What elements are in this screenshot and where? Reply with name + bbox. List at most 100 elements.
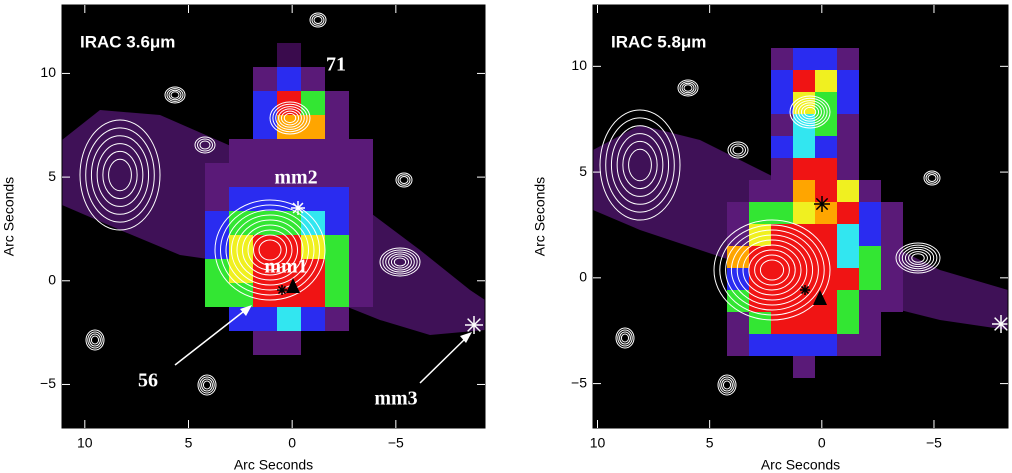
pixel	[229, 163, 253, 187]
plot-frame	[61, 4, 486, 429]
image-area	[62, 5, 485, 428]
pixel	[815, 246, 837, 268]
pixel	[325, 187, 349, 211]
pixel	[749, 246, 771, 268]
x-axis-label: Arc Seconds	[761, 457, 840, 473]
pixel	[815, 136, 837, 158]
contour	[87, 331, 103, 349]
triangle-marker	[286, 278, 300, 293]
annotation: 56	[138, 370, 158, 392]
contour	[168, 89, 182, 101]
contour	[199, 376, 215, 394]
image-area	[593, 5, 1008, 428]
pixel	[815, 158, 837, 180]
pixel	[301, 163, 325, 187]
y-tick-label: 10	[40, 64, 56, 80]
pixel	[881, 290, 903, 312]
pixel	[325, 283, 349, 307]
contour	[197, 138, 213, 152]
triangle-marker	[813, 290, 827, 305]
panel-title: IRAC 5.8μm	[611, 32, 706, 51]
plot-frame	[592, 4, 1009, 429]
contour	[220, 204, 320, 296]
pixel	[205, 211, 229, 235]
contour	[85, 329, 105, 351]
contour	[683, 84, 693, 92]
pixel	[837, 202, 859, 224]
contour	[679, 81, 697, 95]
pixel	[253, 91, 277, 115]
pixel	[253, 187, 277, 211]
contour	[79, 119, 161, 231]
pixel	[815, 202, 837, 224]
pixel	[837, 70, 859, 92]
pixel	[325, 91, 349, 115]
pixel	[205, 163, 229, 187]
contour	[622, 140, 658, 190]
pixel	[859, 334, 881, 356]
panel-title: IRAC 3.6μm	[80, 32, 175, 51]
contour	[258, 239, 282, 261]
pixel	[205, 235, 229, 259]
x-tick-label: 10	[590, 435, 606, 451]
pixel	[277, 307, 301, 331]
star-marker	[994, 317, 1008, 331]
pixel	[771, 312, 793, 334]
contour	[242, 224, 298, 276]
pixel	[253, 67, 277, 91]
contour	[309, 12, 327, 28]
pixel	[859, 180, 881, 202]
contour	[385, 251, 415, 273]
pixel	[277, 43, 301, 67]
pixel	[771, 290, 793, 312]
contour	[236, 219, 304, 281]
contour	[911, 253, 925, 263]
pixel	[793, 70, 815, 92]
pixel	[325, 211, 349, 235]
y-tick-label: 0	[48, 271, 56, 287]
contour	[102, 150, 138, 200]
contour	[620, 333, 630, 343]
contour	[908, 251, 928, 265]
contour	[388, 253, 412, 271]
contour	[730, 234, 814, 306]
pixel	[793, 334, 815, 356]
pixel	[815, 48, 837, 70]
contour	[311, 14, 325, 26]
pixel	[727, 312, 749, 334]
pixel	[727, 268, 749, 290]
x-tick-label: 5	[706, 435, 714, 451]
x-tick-label: 10	[77, 435, 93, 451]
pixel	[277, 331, 301, 355]
contour	[201, 378, 213, 392]
pixel	[229, 139, 253, 163]
contour	[170, 91, 180, 99]
pixel	[771, 136, 793, 158]
y-tick-label: 10	[571, 57, 587, 73]
pixel	[837, 136, 859, 158]
y-tick-label: 0	[579, 269, 587, 285]
pixel	[837, 92, 859, 114]
contour	[713, 219, 831, 321]
pixel	[771, 202, 793, 224]
pixel	[837, 114, 859, 136]
contour	[898, 244, 938, 272]
contour	[390, 255, 410, 269]
pixel	[793, 158, 815, 180]
pixel	[771, 70, 793, 92]
contour	[610, 125, 670, 205]
pixel	[205, 187, 229, 211]
pixel	[771, 180, 793, 202]
pixel	[771, 48, 793, 70]
pixel	[881, 268, 903, 290]
contour	[927, 174, 937, 182]
contour	[90, 135, 150, 215]
pixel	[815, 334, 837, 356]
pixel	[837, 48, 859, 70]
pixel	[727, 334, 749, 356]
contour	[395, 172, 413, 188]
y-axis-label: Arc Seconds	[532, 177, 548, 256]
pixel	[837, 312, 859, 334]
arrow-head	[240, 305, 252, 316]
